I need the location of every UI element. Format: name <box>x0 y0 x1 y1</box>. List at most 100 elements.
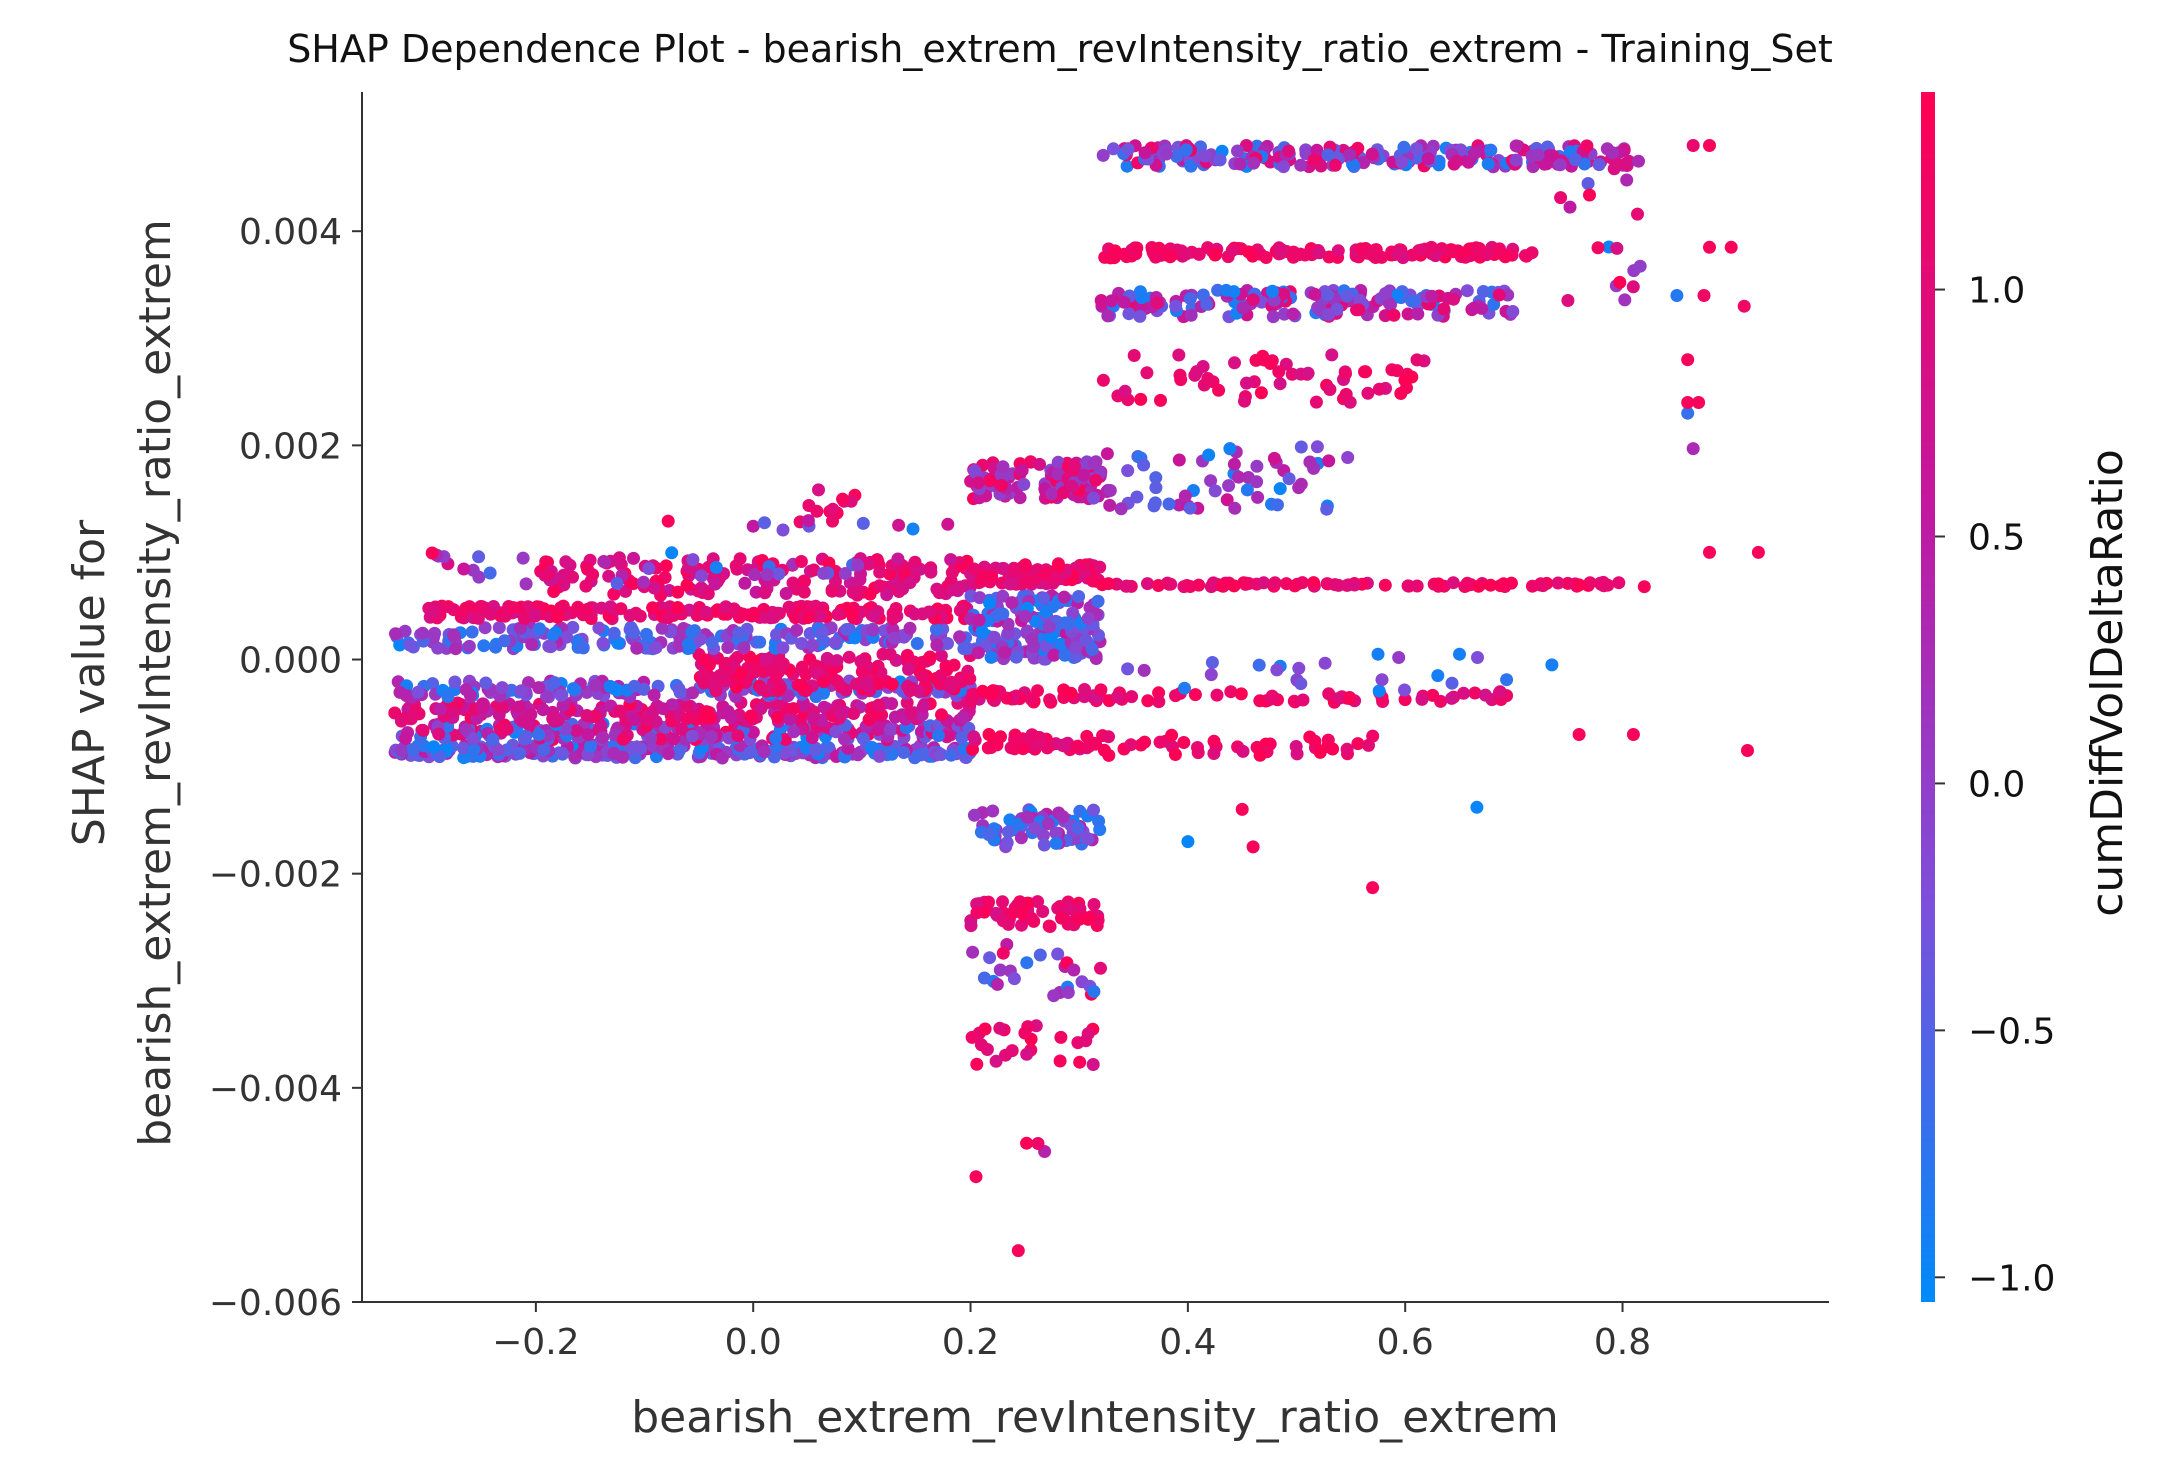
data-point <box>1089 473 1103 487</box>
data-point <box>1000 691 1014 705</box>
y-axis-label-line-2: bearish_extrem_revIntensity_ratio_extrem <box>130 219 181 1147</box>
data-point <box>1184 159 1198 173</box>
data-point <box>1028 821 1042 835</box>
data-point <box>554 688 568 702</box>
data-point <box>673 686 687 699</box>
data-point <box>1509 153 1523 167</box>
data-point <box>1067 459 1081 473</box>
data-point <box>512 700 526 714</box>
data-point <box>1086 1058 1100 1071</box>
y-ticks: 0.004 0.002 0.000 −0.002 −0.004 −0.006 <box>209 212 362 1324</box>
data-point <box>1061 986 1075 999</box>
data-point <box>969 1170 983 1184</box>
data-point <box>956 710 970 724</box>
data-point <box>1225 243 1239 257</box>
data-point <box>805 731 819 745</box>
data-point <box>616 732 630 746</box>
data-point <box>1047 989 1061 1003</box>
data-point <box>544 640 558 654</box>
data-point <box>1141 694 1155 708</box>
data-point <box>1020 810 1034 824</box>
data-point <box>1220 493 1234 507</box>
data-point <box>1286 307 1300 321</box>
data-point <box>476 701 490 715</box>
data-point <box>1078 683 1091 696</box>
data-point <box>1415 692 1429 706</box>
data-point <box>1215 579 1229 593</box>
data-point <box>1117 295 1131 309</box>
data-point <box>580 603 594 617</box>
data-point <box>1235 802 1249 816</box>
data-point <box>1087 491 1100 505</box>
data-point <box>1208 248 1222 262</box>
data-point <box>403 638 417 652</box>
data-point <box>1106 142 1120 156</box>
data-point <box>642 562 656 575</box>
data-point <box>1204 474 1218 488</box>
data-point <box>1242 245 1255 259</box>
data-point <box>721 704 735 718</box>
colorbar-ticks: 1.0 0.5 0.0 −0.5 −1.0 <box>1935 271 2055 1299</box>
data-point <box>915 669 929 683</box>
data-point <box>904 706 918 720</box>
data-point <box>1210 688 1224 702</box>
data-point <box>1055 911 1068 925</box>
data-point <box>941 517 955 531</box>
data-point <box>1741 744 1754 757</box>
data-point <box>866 623 880 637</box>
data-point <box>1294 440 1308 454</box>
data-point <box>513 621 527 635</box>
data-point <box>1180 579 1194 592</box>
data-point <box>566 620 580 634</box>
data-point <box>983 596 997 610</box>
data-point <box>1340 742 1354 756</box>
data-point <box>903 621 917 635</box>
data-point <box>1398 693 1412 707</box>
data-point <box>640 713 654 727</box>
data-point <box>733 552 747 566</box>
data-point <box>1379 287 1392 300</box>
data-point <box>1191 746 1205 760</box>
data-point <box>831 608 845 621</box>
data-point <box>1018 558 1032 572</box>
data-point <box>982 895 995 909</box>
data-point <box>934 649 948 663</box>
data-point <box>1096 373 1110 387</box>
data-point <box>976 684 990 698</box>
data-point <box>1192 578 1206 592</box>
data-point <box>1425 289 1439 303</box>
data-point <box>1375 673 1389 687</box>
data-point <box>1047 648 1061 662</box>
data-point <box>464 689 477 703</box>
data-point <box>589 679 603 693</box>
data-point <box>721 641 735 654</box>
data-point <box>1251 490 1265 504</box>
data-point <box>1394 387 1408 400</box>
data-point <box>630 740 644 754</box>
data-point <box>1724 240 1738 254</box>
data-point <box>829 725 843 739</box>
data-point <box>1554 191 1568 205</box>
data-point <box>983 474 997 488</box>
data-point <box>627 551 640 565</box>
data-point <box>1093 560 1107 574</box>
data-point <box>1572 578 1586 592</box>
data-point <box>1137 663 1151 677</box>
data-point <box>518 612 531 625</box>
data-point <box>836 492 850 506</box>
data-point <box>516 551 530 565</box>
data-point <box>826 514 839 528</box>
data-point <box>1506 305 1520 318</box>
data-point <box>809 690 823 704</box>
data-point <box>1170 150 1184 163</box>
data-point <box>985 570 999 583</box>
data-point <box>1325 348 1339 362</box>
data-point <box>1154 393 1167 407</box>
data-point <box>685 729 699 743</box>
data-point <box>1692 396 1706 409</box>
data-point <box>1178 681 1191 695</box>
data-point <box>1246 293 1260 307</box>
data-point <box>1103 484 1117 497</box>
data-point <box>394 744 408 758</box>
data-point <box>1492 243 1505 257</box>
